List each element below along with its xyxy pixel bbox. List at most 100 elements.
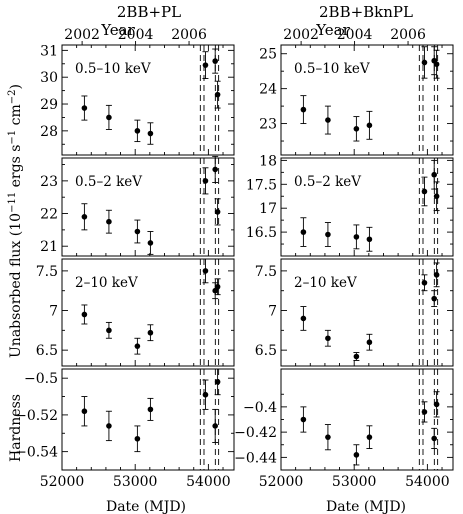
panel-1-left: 2002 2004 2006 28 29 30 31 0.5–10 keV	[40, 27, 235, 156]
data-point	[147, 130, 154, 137]
y-tick-label: 18	[259, 153, 277, 169]
panel-1-right: 2002 2004 2006 23 24 25 0.5–10 keV	[259, 27, 454, 156]
data-point	[134, 128, 141, 134]
y-tick-label: 7.5	[255, 264, 277, 280]
data-point	[353, 353, 360, 360]
panel-3-left: 6.5 7 7.5 2–10 keV	[36, 258, 235, 367]
x-tick-label: 54000	[405, 474, 450, 490]
y-axis-label-flux: Unabsorbed flux (10−11 ergs s−1 cm−2)	[7, 84, 24, 358]
data-point	[433, 193, 440, 200]
data-point	[300, 315, 307, 322]
data-point	[353, 234, 360, 240]
data-point	[212, 423, 218, 429]
panel-energy-label: 0.5–2 keV	[75, 174, 142, 190]
year-tick-label: 2006	[171, 27, 207, 43]
data-point	[106, 114, 112, 121]
panel-frame	[61, 44, 235, 156]
data-point	[147, 406, 154, 413]
data-point	[300, 416, 307, 423]
y-tick-label: 16.5	[246, 225, 277, 241]
x-tick-label: 53000	[332, 474, 377, 490]
panel-4-left: 52000 53000 54000 −0.5 −0.52 −0.54	[15, 368, 235, 490]
data-point	[134, 343, 141, 349]
x-tick-label: 52000	[40, 474, 85, 490]
y-tick-label: 24	[259, 82, 277, 98]
y-tick-label: 29	[40, 97, 58, 113]
y-tick-label: −0.44	[234, 450, 277, 466]
data-point	[300, 229, 307, 235]
data-point	[421, 279, 428, 286]
data-point	[421, 409, 428, 415]
data-point	[431, 435, 437, 442]
year-tick-label: 2006	[390, 27, 426, 43]
data-point	[433, 401, 440, 408]
x-axis-label-right: Date (MJD)	[326, 499, 406, 514]
panel-frame	[61, 258, 235, 367]
y-tick-label: −0.54	[15, 445, 58, 461]
panel-energy-label: 2–10 keV	[294, 275, 357, 291]
data-point	[147, 240, 154, 246]
data-point	[325, 231, 331, 238]
y-tick-label: 22	[40, 207, 58, 223]
panel-frame	[280, 368, 454, 471]
year-tick-label: 2004	[337, 27, 373, 43]
panel-energy-label: 0.5–10 keV	[75, 61, 151, 77]
column-title-right: 2BB+BknPL	[319, 3, 413, 21]
y-tick-label: 30	[40, 70, 58, 86]
data-point	[134, 435, 141, 442]
y-tick-label: −0.42	[234, 425, 277, 441]
data-point	[81, 214, 88, 220]
x-tick-label: 54000	[186, 474, 231, 490]
y-axis-label-hardness: Hardness	[8, 394, 24, 462]
panel-2-right: 16.5 17 17.5 18 0.5–2 keV	[246, 153, 454, 257]
y-tick-label: 7.5	[36, 264, 58, 280]
data-point	[147, 329, 154, 336]
data-point	[106, 423, 112, 429]
data-point	[134, 228, 141, 235]
column-title-left: 2BB+PL	[117, 3, 181, 21]
data-point	[212, 166, 218, 173]
data-point	[366, 236, 373, 243]
data-point	[421, 59, 428, 66]
data-point	[431, 295, 437, 302]
y-tick-label: 23	[40, 174, 58, 190]
data-point	[366, 434, 373, 440]
y-tick-label: 17	[259, 201, 277, 217]
data-point	[325, 434, 331, 440]
data-point	[214, 283, 221, 290]
panel-2-left: 21 22 23 0.5–2 keV	[40, 155, 235, 257]
y-tick-label: −0.4	[243, 400, 277, 416]
data-point	[366, 122, 373, 129]
y-tick-label: −0.52	[15, 408, 58, 424]
data-point	[202, 391, 209, 398]
panel-frame	[61, 368, 235, 471]
y-tick-label: 25	[259, 47, 277, 63]
data-point	[300, 106, 307, 113]
panel-3-right: 6.5 7 7.5 2–10 keV	[255, 258, 454, 367]
data-point	[214, 209, 221, 215]
panel-frame	[280, 258, 454, 367]
y-tick-label: −0.5	[24, 371, 58, 387]
panel-energy-label: 2–10 keV	[75, 275, 138, 291]
data-point	[106, 327, 112, 334]
x-tick-label: 53000	[113, 474, 158, 490]
year-tick-label: 2002	[64, 27, 100, 43]
x-tick-label: 52000	[259, 474, 304, 490]
top-axis-label-left: Year	[100, 21, 135, 39]
y-tick-label: 6.5	[36, 343, 58, 359]
data-point	[431, 171, 437, 178]
panel-frame	[280, 157, 454, 257]
data-point	[353, 452, 360, 458]
y-tick-label: 23	[259, 117, 277, 133]
data-point	[202, 62, 209, 68]
data-point	[202, 178, 209, 184]
data-point	[325, 335, 331, 342]
panel-frame	[280, 44, 454, 156]
data-point	[214, 91, 221, 98]
data-point	[81, 408, 88, 415]
year-tick-label: 2004	[118, 27, 154, 43]
data-point	[366, 339, 373, 346]
data-point	[202, 268, 209, 274]
